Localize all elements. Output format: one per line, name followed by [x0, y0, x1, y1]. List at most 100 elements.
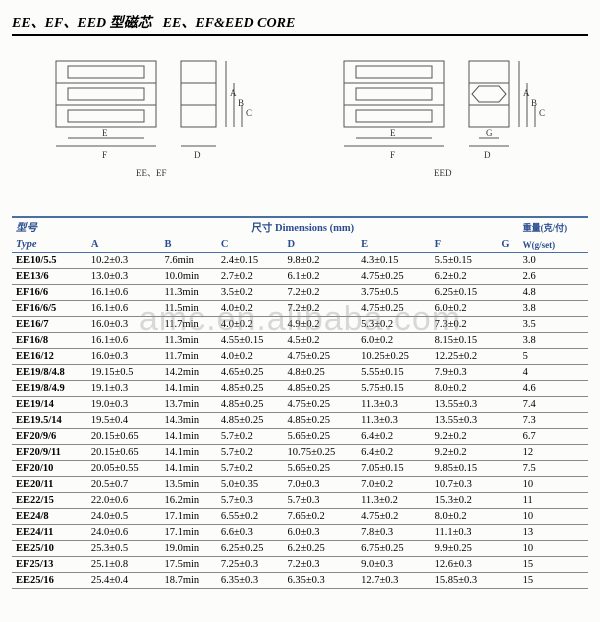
- svg-text:C: C: [246, 108, 252, 118]
- type-cell: EF16/6: [12, 285, 87, 301]
- data-cell: 15.85±0.3: [431, 573, 498, 589]
- col-d: D: [283, 237, 357, 253]
- data-cell: 5.65±0.25: [283, 461, 357, 477]
- data-cell: 4.75±0.25: [283, 397, 357, 413]
- data-cell: 4.3±0.15: [357, 253, 431, 269]
- data-cell: [497, 493, 518, 509]
- data-cell: 7.3: [519, 413, 588, 429]
- data-cell: 4.85±0.25: [283, 413, 357, 429]
- data-cell: 18.7min: [160, 573, 216, 589]
- col-type-en: Type: [12, 237, 87, 253]
- data-cell: 11.3min: [160, 333, 216, 349]
- data-cell: [497, 381, 518, 397]
- data-cell: 7.8±0.3: [357, 525, 431, 541]
- data-cell: 11.3±0.3: [357, 397, 431, 413]
- data-cell: [497, 429, 518, 445]
- table-row: EE24/824.0±0.517.1min6.55±0.27.65±0.24.7…: [12, 509, 588, 525]
- data-cell: 7.6min: [160, 253, 216, 269]
- data-cell: 6.35±0.3: [217, 573, 284, 589]
- data-cell: 7.2±0.2: [283, 301, 357, 317]
- data-cell: 13.0±0.3: [87, 269, 161, 285]
- type-cell: EE16/7: [12, 317, 87, 333]
- data-cell: 2.7±0.2: [217, 269, 284, 285]
- title-en: EE、EF&EED CORE: [163, 16, 296, 31]
- title-cn: EE、EF、EED 型磁芯: [12, 16, 152, 31]
- data-cell: [497, 477, 518, 493]
- data-cell: 4.75±0.25: [357, 301, 431, 317]
- data-cell: 4.5±0.2: [283, 333, 357, 349]
- data-cell: 3.5: [519, 317, 588, 333]
- type-cell: EE19/8/4.9: [12, 381, 87, 397]
- svg-text:EED: EED: [434, 168, 452, 178]
- data-cell: 16.1±0.6: [87, 301, 161, 317]
- type-cell: EE19/14: [12, 397, 87, 413]
- data-cell: 17.5min: [160, 557, 216, 573]
- data-cell: 5: [519, 349, 588, 365]
- data-cell: [497, 461, 518, 477]
- data-cell: 19.15±0.5: [87, 365, 161, 381]
- table-row: EF16/816.1±0.611.3min4.55±0.154.5±0.26.0…: [12, 333, 588, 349]
- data-cell: 8.0±0.2: [431, 509, 498, 525]
- svg-text:F: F: [102, 150, 107, 160]
- table-row: EE25/1625.4±0.418.7min6.35±0.36.35±0.312…: [12, 573, 588, 589]
- data-cell: [497, 541, 518, 557]
- data-cell: 11.7min: [160, 317, 216, 333]
- data-cell: 22.0±0.6: [87, 493, 161, 509]
- data-cell: 4.55±0.15: [217, 333, 284, 349]
- svg-text:G: G: [486, 128, 493, 138]
- data-cell: 6.0±0.3: [283, 525, 357, 541]
- diagram-eed: F E D G A B C EED: [324, 46, 564, 196]
- page-title: EE、EF、EED 型磁芯 EE、EF&EED CORE: [12, 12, 588, 36]
- data-cell: 10.2±0.3: [87, 253, 161, 269]
- table-row: EE19/8/4.919.1±0.314.1min4.85±0.254.85±0…: [12, 381, 588, 397]
- data-cell: 7.2±0.2: [283, 285, 357, 301]
- data-cell: 6.0±0.2: [357, 333, 431, 349]
- data-cell: 10.25±0.25: [357, 349, 431, 365]
- data-cell: [497, 317, 518, 333]
- data-cell: 6.25±0.15: [431, 285, 498, 301]
- type-cell: EE24/11: [12, 525, 87, 541]
- data-cell: 16.1±0.6: [87, 285, 161, 301]
- table-row: EE16/716.0±0.311.7min4.0±0.24.9±0.25.3±0…: [12, 317, 588, 333]
- data-cell: [497, 365, 518, 381]
- core-diagrams: F E A B C D EE、EF: [12, 46, 588, 196]
- diagram-ee-ef: F E A B C D EE、EF: [36, 46, 276, 196]
- data-cell: 14.1min: [160, 445, 216, 461]
- data-cell: 16.0±0.3: [87, 317, 161, 333]
- data-cell: 6.25±0.25: [217, 541, 284, 557]
- table-row: EF20/1020.05±0.5514.1min5.7±0.25.65±0.25…: [12, 461, 588, 477]
- table-row: EF20/9/620.15±0.6514.1min5.7±0.25.65±0.2…: [12, 429, 588, 445]
- data-cell: 25.1±0.8: [87, 557, 161, 573]
- data-cell: 3.8: [519, 301, 588, 317]
- data-cell: 24.0±0.6: [87, 525, 161, 541]
- svg-text:A: A: [523, 88, 530, 98]
- data-cell: 5.3±0.2: [357, 317, 431, 333]
- data-cell: 4.75±0.25: [283, 349, 357, 365]
- type-cell: EE24/8: [12, 509, 87, 525]
- data-cell: 5.65±0.25: [283, 429, 357, 445]
- data-cell: 19.5±0.4: [87, 413, 161, 429]
- table-row: EF20/9/1120.15±0.6514.1min5.7±0.210.75±0…: [12, 445, 588, 461]
- type-cell: EE25/16: [12, 573, 87, 589]
- table-row: EE13/613.0±0.310.0min2.7±0.26.1±0.24.75±…: [12, 269, 588, 285]
- data-cell: 4.85±0.25: [283, 381, 357, 397]
- data-cell: 13.5min: [160, 477, 216, 493]
- table-row: EE10/5.510.2±0.37.6min2.4±0.159.8±0.24.3…: [12, 253, 588, 269]
- data-cell: 6.55±0.2: [217, 509, 284, 525]
- svg-text:E: E: [102, 128, 108, 138]
- data-cell: 2.6: [519, 269, 588, 285]
- type-cell: EE16/12: [12, 349, 87, 365]
- data-cell: 7.4: [519, 397, 588, 413]
- data-cell: 7.65±0.2: [283, 509, 357, 525]
- type-cell: EF16/6/5: [12, 301, 87, 317]
- svg-text:C: C: [539, 108, 545, 118]
- data-cell: 25.4±0.4: [87, 573, 161, 589]
- col-c: C: [217, 237, 284, 253]
- data-cell: 19.1±0.3: [87, 381, 161, 397]
- data-cell: 7.5: [519, 461, 588, 477]
- data-cell: 4.6: [519, 381, 588, 397]
- data-cell: 4.65±0.25: [217, 365, 284, 381]
- table-row: EE19/8/4.819.15±0.514.2min4.65±0.254.8±0…: [12, 365, 588, 381]
- data-cell: 10.0min: [160, 269, 216, 285]
- table-row: EE19.5/1419.5±0.414.3min4.85±0.254.85±0.…: [12, 413, 588, 429]
